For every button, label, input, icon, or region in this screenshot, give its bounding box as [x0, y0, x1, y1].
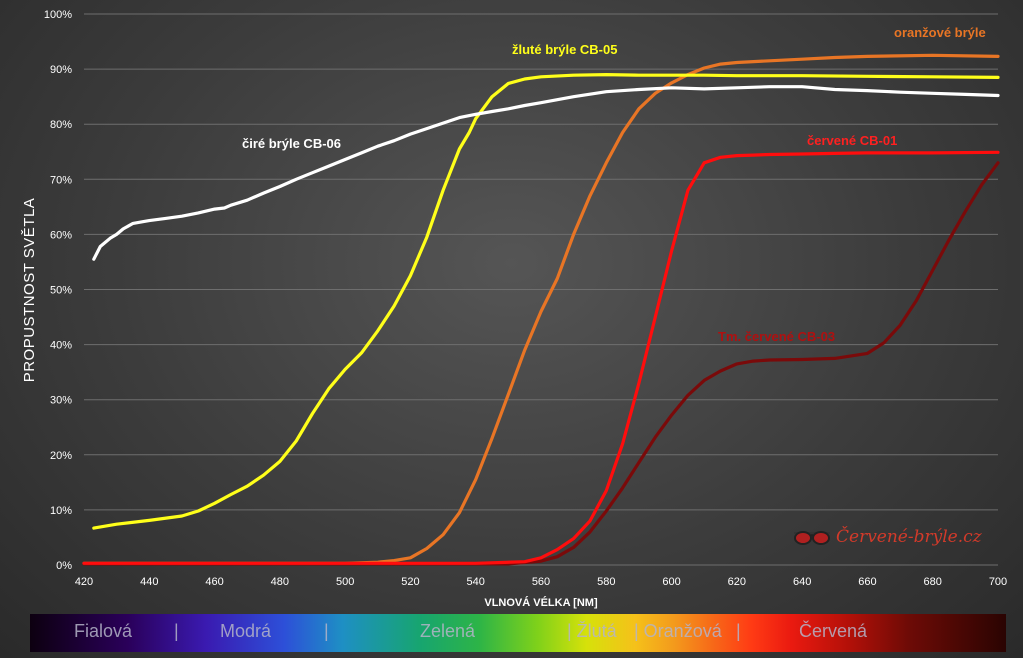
band-separator: | — [174, 621, 179, 641]
label-clear-glasses: čiré brýle CB-06 — [242, 136, 341, 151]
y-tick-label: 10% — [50, 505, 72, 517]
x-tick-label: 500 — [336, 576, 354, 588]
x-tick-label: 460 — [205, 576, 223, 588]
glasses-icon — [794, 531, 830, 545]
series-line-white — [92, 85, 1000, 261]
x-tick-label: 440 — [140, 576, 158, 588]
x-tick-label: 520 — [401, 576, 419, 588]
y-tick-label: 30% — [50, 395, 72, 407]
x-axis-title: VLNOVÁ VÉLKA [NM] — [484, 596, 598, 609]
band-separator: | — [324, 621, 329, 641]
y-tick-label: 20% — [50, 450, 72, 462]
y-tick-label: 70% — [50, 174, 72, 186]
label-yellow-glasses: žluté brýle CB-05 — [512, 42, 617, 57]
y-tick-label: 40% — [50, 340, 72, 352]
label-orange-glasses: oranžové brýle — [894, 25, 986, 40]
x-tick-label: 560 — [532, 576, 550, 588]
axis-ticks: 0% 10% 20% 30% 40% 50% 60% 70% 80% 90% 100% 420 440 4… — [44, 9, 1007, 588]
y-tick-label: 80% — [50, 119, 72, 131]
band-green: Zelená — [420, 621, 476, 641]
y-tick-label: 50% — [50, 285, 72, 297]
x-tick-label: 620 — [728, 576, 746, 588]
grid-lines — [84, 13, 998, 566]
x-tick-label: 680 — [924, 576, 942, 588]
x-tick-label: 580 — [597, 576, 615, 588]
band-yellow: | Žlutá — [567, 621, 617, 641]
y-tick-label: 90% — [50, 64, 72, 76]
series-lines — [82, 53, 1000, 566]
x-tick-label: 480 — [271, 576, 289, 588]
label-red-glasses: červené CB-01 — [807, 133, 897, 148]
x-tick-label: 600 — [662, 576, 680, 588]
band-violet: Fialová — [74, 621, 133, 641]
band-blue: Modrá — [220, 621, 272, 641]
series-line-orange — [82, 53, 1000, 565]
series-line-yellow — [92, 73, 1000, 530]
band-orange: | Oranžová — [634, 621, 722, 641]
x-tick-label: 640 — [793, 576, 811, 588]
y-tick-label: 60% — [50, 229, 72, 241]
band-red: Červená — [799, 621, 868, 641]
y-tick-label: 100% — [44, 9, 72, 21]
color-spectrum-bar: Fialová | Modrá | Zelená | Žlutá | Oranž… — [30, 614, 1006, 652]
band-separator: | — [736, 621, 741, 641]
y-tick-label: 0% — [56, 560, 72, 572]
transmission-chart: 0% 10% 20% 30% 40% 50% 60% 70% 80% 90% 100% 420 440 4… — [21, 9, 1007, 609]
series-line-darkred — [82, 161, 1000, 566]
series-line-red — [82, 150, 1000, 565]
x-tick-label: 700 — [989, 576, 1007, 588]
label-darkred-glasses: Tm. červené CB-03 — [718, 329, 835, 344]
y-axis-title: PROPUSTNOST SVĚTLA — [21, 198, 38, 383]
x-tick-label: 660 — [858, 576, 876, 588]
x-tick-label: 420 — [75, 576, 93, 588]
watermark: Červené-brýle.cz — [792, 525, 982, 549]
x-tick-label: 540 — [467, 576, 485, 588]
watermark-text: Červené-brýle.cz — [836, 527, 982, 547]
